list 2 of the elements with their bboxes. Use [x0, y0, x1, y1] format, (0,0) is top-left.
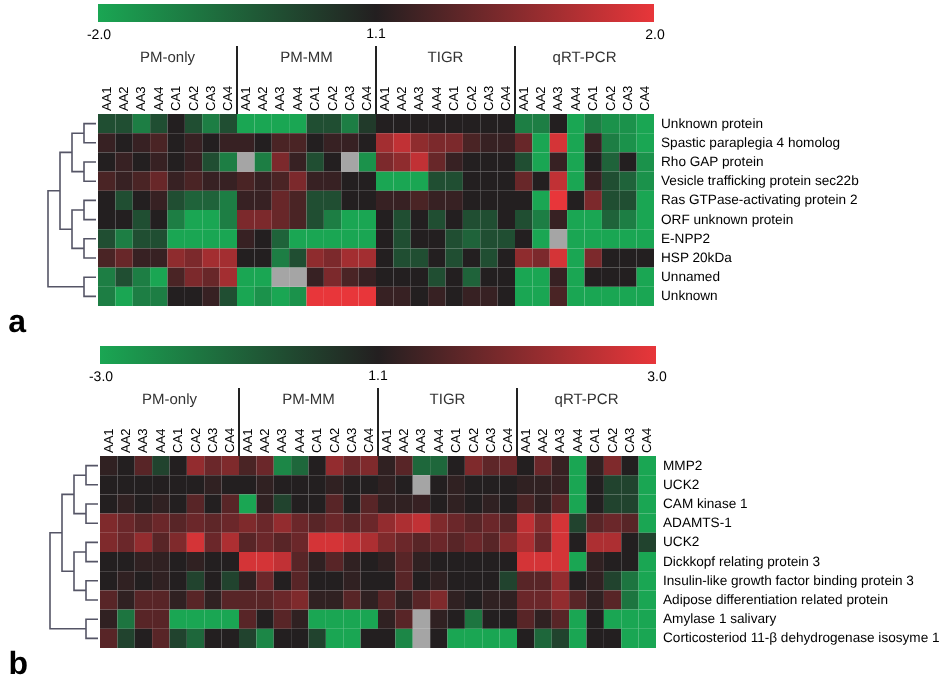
text: b — [8, 648, 29, 676]
text: a — [8, 306, 27, 340]
